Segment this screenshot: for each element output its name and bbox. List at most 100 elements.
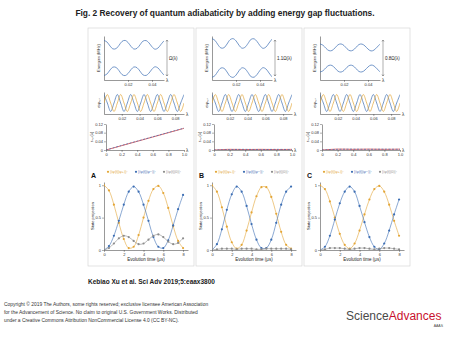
tick-label: 0.2: [227, 152, 233, 157]
y-axis: 00.51: [203, 183, 212, 253]
data-point: [157, 185, 159, 187]
tick-label: 0.6: [367, 152, 373, 157]
tick-label: 0: [315, 248, 318, 253]
tick-label: 0.08: [172, 116, 181, 121]
data-point: [270, 196, 272, 198]
data-point: [398, 235, 400, 237]
tick-mark: [102, 218, 104, 219]
data-point: [265, 186, 267, 188]
tick: 0: [105, 150, 108, 157]
data-point: [221, 206, 223, 208]
data-point: [250, 248, 252, 250]
data-point: [329, 200, 331, 202]
tick: 0.02: [334, 114, 343, 121]
data-point: [398, 248, 400, 250]
data-point: [104, 249, 105, 250]
data-point: [270, 248, 272, 250]
tick-label: 0.02: [233, 82, 242, 87]
tick-label: 8: [398, 252, 401, 257]
tick: 8: [398, 250, 401, 257]
x-axis: 00.20.40.60.81.0: [213, 150, 296, 157]
tick: 0.6: [151, 150, 157, 157]
panel-label: C: [307, 172, 312, 179]
y-axis-label: eiφ₁,₂: [312, 98, 317, 108]
data-point: [142, 217, 144, 219]
legend-entry: |⟨ψ(t)|ψ+⟩|²: [110, 170, 128, 174]
tick-mark: [212, 124, 214, 125]
data-point: [324, 188, 326, 190]
tick: 0.8: [274, 150, 280, 157]
series-line: [104, 185, 183, 248]
tick-label: 0.04: [311, 139, 320, 144]
data-point: [162, 236, 164, 238]
data-point: [147, 220, 149, 222]
data-point: [388, 247, 390, 249]
legend-entry: |⟨ψ(t)|ψ−⟩|²: [246, 170, 264, 174]
y-axis-label: State projection: [90, 202, 95, 230]
data-point: [265, 247, 267, 249]
data-point: [137, 234, 139, 236]
data-point: [157, 246, 159, 248]
axis-line: [320, 37, 321, 81]
subplot: 0.020.04λEnergies (MHz)Ω(λ): [96, 37, 178, 87]
data-point: [378, 248, 380, 250]
background: [0, 0, 450, 338]
tick-mark: [210, 185, 212, 186]
data-point: [216, 243, 218, 245]
data-point: [113, 242, 115, 244]
tick-label: 0: [213, 152, 216, 157]
tick-label: 0.06: [370, 116, 379, 121]
tick-label: 0.5: [311, 215, 317, 220]
y-axis-label: Energies (MHz): [204, 43, 209, 71]
data-point: [177, 208, 179, 210]
tick-label: 0: [321, 152, 324, 157]
tick-label: 0.02: [226, 116, 235, 121]
tick: 0: [207, 248, 212, 253]
x-axis-label: Evolution time (μs): [235, 257, 273, 262]
tick: 0.2: [227, 150, 233, 157]
tick-mark: [318, 185, 320, 186]
data-point: [398, 198, 400, 200]
series-line: [214, 149, 292, 150]
panel-label: A: [91, 172, 96, 179]
legend-entry: |⟨ψ(t)|0⟩|²: [166, 170, 182, 174]
tick: 8: [290, 250, 293, 257]
axis-line: [323, 150, 401, 151]
tick: 0: [209, 148, 214, 153]
data-point: [368, 236, 370, 238]
data-point: [260, 186, 262, 188]
data-point: [216, 191, 218, 193]
series-line: [104, 95, 184, 112]
tick: 0.04: [311, 139, 322, 144]
tick: 0.5: [95, 215, 104, 220]
data-point: [373, 188, 375, 190]
arrow-head: [382, 40, 384, 76]
tick: 0.02: [233, 80, 242, 87]
annotation: 1.1Ω(λ): [277, 56, 292, 61]
x-axis: 0.020.04: [213, 80, 273, 87]
tick-label: 8: [290, 252, 293, 257]
tick: 0.08: [203, 130, 214, 135]
data-point: [320, 184, 321, 186]
data-point: [113, 204, 115, 206]
subplot: 0.020.040.060.08λeiφ₁,₂: [96, 93, 189, 121]
series-line: [212, 39, 272, 49]
data-point: [339, 233, 341, 235]
subplot: 0.020.04λEnergies (MHz)1.1Ω(λ): [204, 37, 292, 87]
data-point: [285, 191, 287, 193]
x-axis: 02468: [319, 250, 404, 257]
data-point: [255, 195, 257, 197]
tick: 0: [103, 250, 106, 257]
data-point: [275, 248, 277, 250]
tick: 0.04: [244, 114, 253, 121]
series-line: [320, 44, 380, 51]
data-point: [378, 248, 380, 250]
tick-label: 0.08: [311, 130, 320, 135]
series-line: [320, 95, 400, 112]
tick-label: 0.8: [382, 152, 388, 157]
data-point: [236, 248, 238, 250]
data-point: [177, 240, 179, 242]
tick-label: 0: [103, 252, 106, 257]
tick: 0: [315, 248, 320, 253]
x-axis: 00.20.40.60.81.0: [321, 150, 404, 157]
